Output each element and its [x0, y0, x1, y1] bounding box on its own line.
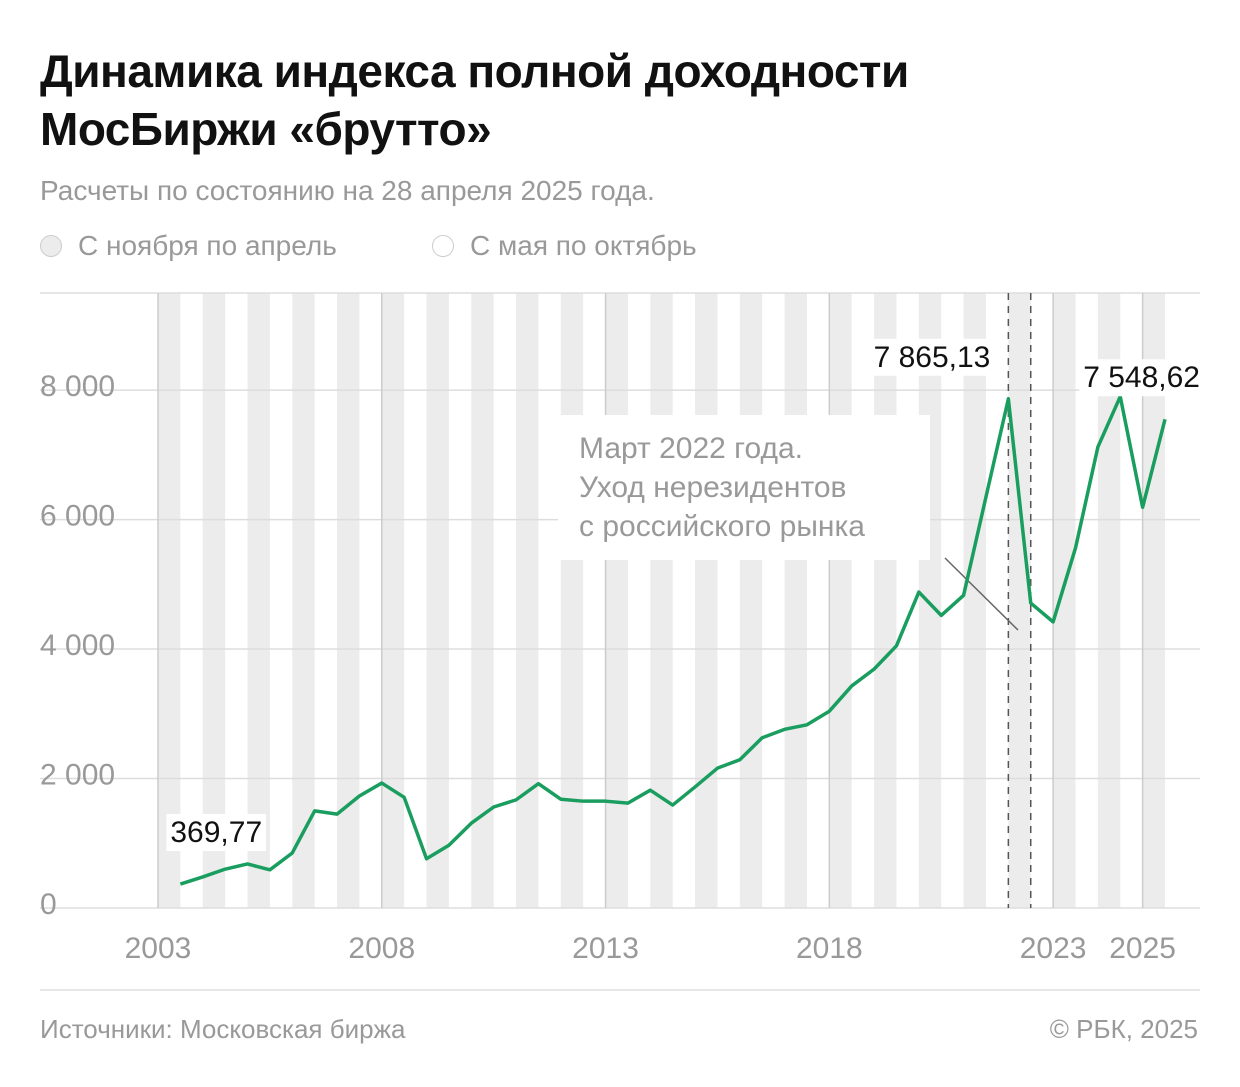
data-label: 369,77 — [170, 816, 262, 849]
season-stripe — [874, 293, 897, 908]
x-tick-label: 2025 — [1109, 932, 1176, 965]
annotation-leader — [944, 557, 1019, 631]
season-stripe — [337, 293, 360, 908]
season-stripe — [829, 293, 852, 908]
season-stripe — [695, 293, 718, 908]
season-stripe — [202, 293, 226, 908]
annotation-text: с российского рынка — [579, 510, 865, 543]
annotation-text: Уход нерезидентов — [579, 471, 847, 504]
season-stripe — [1097, 293, 1121, 908]
source: Источники: Московская биржа — [40, 1014, 406, 1044]
legend-swatch — [40, 235, 62, 257]
season-stripe — [158, 293, 181, 908]
season-stripe — [918, 293, 942, 908]
y-tick-label: 6 000 — [40, 500, 115, 533]
credit: © РБК, 2025 — [1049, 1014, 1198, 1044]
x-tick-label: 2008 — [348, 932, 415, 965]
annotation-box — [558, 415, 930, 560]
x-tick-label: 2018 — [796, 932, 863, 965]
season-stripe — [739, 293, 763, 908]
season-stripe — [516, 293, 539, 908]
x-tick-label: 2023 — [1020, 932, 1087, 965]
legend-item: С ноября по апрель — [40, 230, 337, 262]
season-stripe — [381, 293, 405, 908]
legend-swatch — [432, 235, 454, 257]
season-stripe — [605, 293, 628, 908]
data-label-bg — [166, 813, 267, 851]
y-tick-label: 8 000 — [40, 370, 115, 403]
y-tick-label: 2 000 — [40, 758, 115, 791]
data-label: 7 548,62 — [1083, 361, 1200, 394]
season-stripe — [650, 293, 673, 908]
data-line — [179, 394, 1167, 886]
season-stripe — [471, 293, 494, 908]
season-stripe — [247, 293, 270, 908]
season-stripe — [560, 293, 584, 908]
y-tick-label: 0 — [40, 888, 57, 921]
data-label: 7 865,13 — [874, 341, 991, 374]
annotation-text: Март 2022 года. — [579, 432, 803, 465]
chart-subtitle: Расчеты по состоянию на 28 апреля 2025 г… — [40, 175, 655, 206]
season-stripe — [1053, 293, 1076, 908]
x-tick-label: 2013 — [572, 932, 639, 965]
chart-title: Динамика индекса полной доходности МосБи… — [40, 45, 909, 155]
season-stripe — [426, 293, 449, 908]
season-stripe — [963, 293, 986, 908]
season-stripe — [784, 293, 807, 908]
data-label-bg — [1079, 359, 1204, 397]
x-tick-label: 2003 — [125, 932, 192, 965]
legend-label: С мая по октябрь — [470, 230, 697, 261]
legend-label: С ноября по апрель — [78, 230, 337, 261]
season-stripe — [1008, 293, 1031, 908]
y-tick-label: 4 000 — [40, 629, 115, 662]
season-stripe — [292, 293, 315, 908]
legend-item: С мая по октябрь — [432, 230, 697, 262]
data-label-bg — [869, 338, 995, 376]
